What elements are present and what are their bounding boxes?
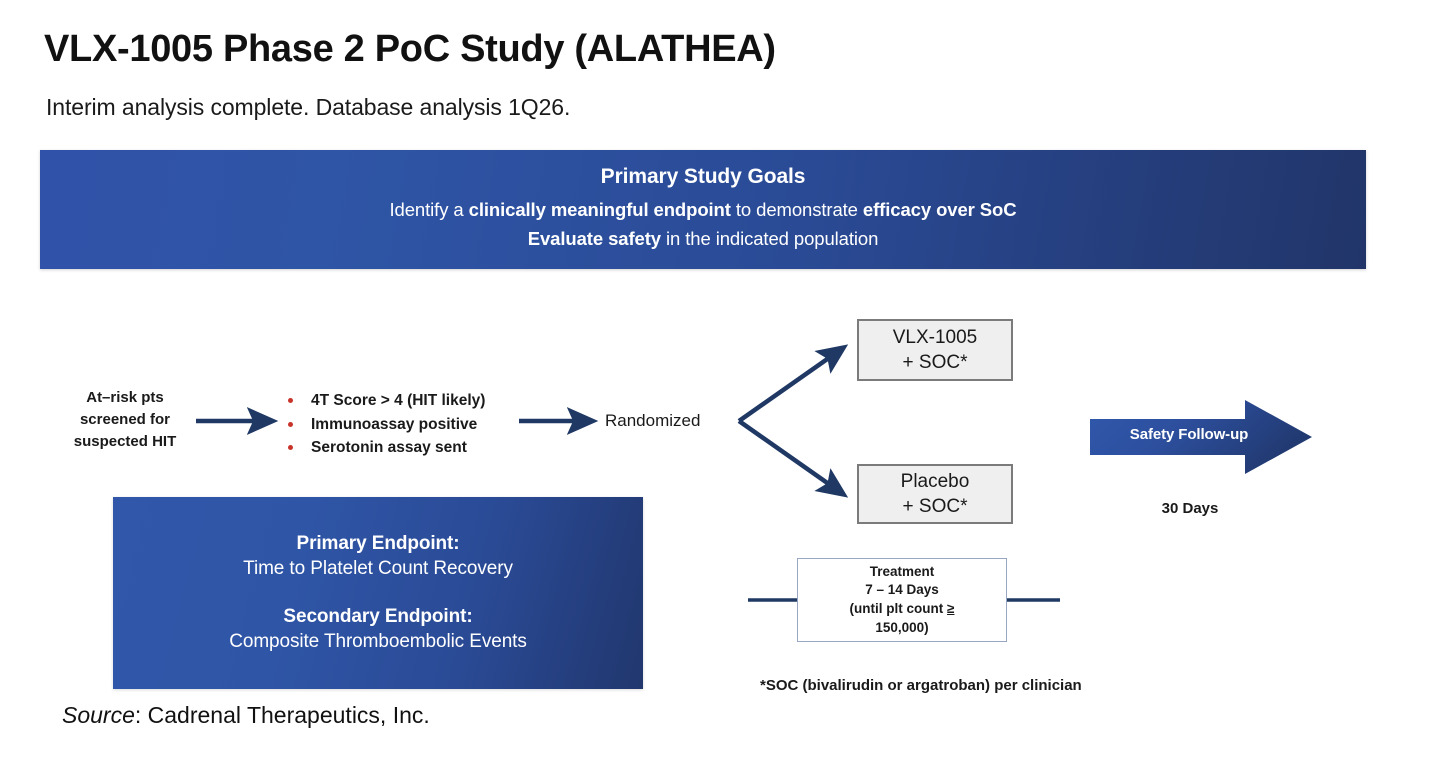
goals-line1-part2: to demonstrate <box>730 199 863 221</box>
criteria-label: 4T Score > 4 (HIT likely) <box>311 392 486 409</box>
treatment-line-3: (until plt count ≥ <box>850 600 955 619</box>
arm-line-2: + SOC* <box>902 496 968 517</box>
treatment-arm-box-placebo: Placebo + SOC* <box>857 464 1013 524</box>
criteria-label: Serotonin assay sent <box>311 439 467 457</box>
goals-line2-bold1: Evaluate safety <box>527 228 661 249</box>
bullet-icon <box>288 421 293 427</box>
secondary-endpoint-group: Secondary Endpoint: Composite Thromboemb… <box>229 606 527 653</box>
treatment-line-4: 150,000) <box>875 619 929 635</box>
safety-followup-label: Safety Follow-up <box>1129 426 1249 443</box>
criteria-label: Immunoassay positive <box>311 415 478 433</box>
source-text: : Cadrenal Therapeutics, Inc. <box>134 702 430 728</box>
bullet-icon <box>288 398 293 403</box>
arm-line-2: + SOC* <box>902 352 968 373</box>
goals-line1-bold2: efficacy over SoC <box>862 199 1017 221</box>
page-title: VLX-1005 Phase 2 PoC Study (ALATHEA) <box>44 28 776 70</box>
treatment-line-2: 7 – 14 Days <box>865 582 939 598</box>
goals-line2-part1: in the indicated population <box>660 228 879 249</box>
primary-endpoint-group: Primary Endpoint: Time to Platelet Count… <box>243 533 513 580</box>
goals-banner-line-2: Evaluate safety in the indicated populat… <box>528 225 879 254</box>
secondary-endpoint-text: Composite Thromboembolic Events <box>229 631 527 652</box>
treatment-duration-box: Treatment 7 – 14 Days (until plt count ≥… <box>797 558 1007 642</box>
goals-line1-bold1: clinically meaningful endpoint <box>468 199 731 221</box>
list-item: Serotonin assay sent <box>288 436 485 460</box>
secondary-endpoint-heading: Secondary Endpoint: <box>283 606 473 627</box>
treatment-arm-box-vlx: VLX-1005 + SOC* <box>857 319 1013 381</box>
goals-line1-part1: Identify a <box>389 199 469 221</box>
goals-banner-title: Primary Study Goals <box>600 165 806 189</box>
criteria-list: 4T Score > 4 (HIT likely) Immunoassay po… <box>288 389 485 460</box>
goals-banner-line-1: Identify a clinically meaningful endpoin… <box>390 196 1017 225</box>
source-label: Source <box>62 702 135 728</box>
safety-followup-duration: 30 Days <box>1161 500 1219 517</box>
randomized-label: Randomized <box>605 411 701 430</box>
treatment-line-1: Treatment <box>869 563 935 579</box>
greater-equal-symbol: ≥ <box>947 601 955 616</box>
arrow-randomized-to-vlx <box>737 344 849 423</box>
screening-label: At–risk pts screened for suspected HIT <box>73 389 177 451</box>
bullet-icon <box>288 445 293 451</box>
primary-endpoint-heading: Primary Endpoint: <box>296 533 460 554</box>
soc-footnote: *SOC (bivalirudin or argatroban) per cli… <box>760 677 1082 694</box>
treatment-line-3-text: (until plt count <box>849 601 948 616</box>
primary-study-goals-banner: Primary Study Goals Identify a clinicall… <box>40 150 1366 269</box>
list-item: Immunoassay positive <box>288 413 485 437</box>
primary-endpoint-text: Time to Platelet Count Recovery <box>243 558 513 579</box>
list-item: 4T Score > 4 (HIT likely) <box>288 389 485 413</box>
safety-followup-arrow <box>1090 400 1312 474</box>
arm-line-1: Placebo <box>900 470 970 492</box>
endpoints-box: Primary Endpoint: Time to Platelet Count… <box>113 497 643 689</box>
page-subtitle: Interim analysis complete. Database anal… <box>46 94 571 120</box>
arrow-randomized-to-placebo <box>737 419 849 498</box>
arm-line-1: VLX-1005 <box>892 326 978 348</box>
source-attribution: Source: Cadrenal Therapeutics, Inc. <box>62 702 430 729</box>
